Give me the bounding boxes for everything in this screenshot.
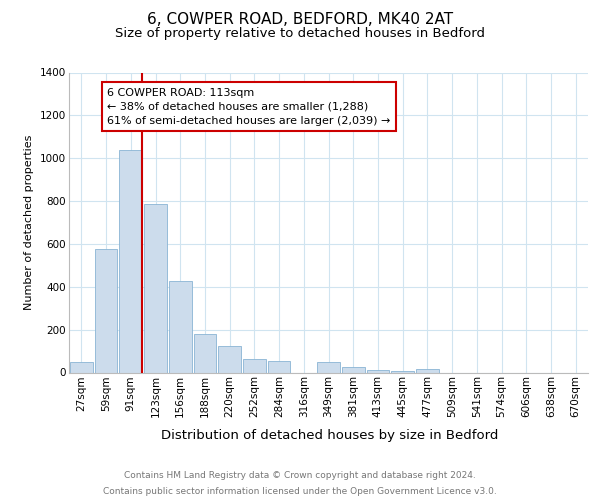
Bar <box>317 362 340 372</box>
Bar <box>268 360 290 372</box>
Bar <box>218 346 241 372</box>
Text: Distribution of detached houses by size in Bedford: Distribution of detached houses by size … <box>161 428 499 442</box>
Bar <box>194 334 216 372</box>
Bar <box>367 370 389 372</box>
Text: Contains HM Land Registry data © Crown copyright and database right 2024.: Contains HM Land Registry data © Crown c… <box>124 472 476 480</box>
Text: 6, COWPER ROAD, BEDFORD, MK40 2AT: 6, COWPER ROAD, BEDFORD, MK40 2AT <box>147 12 453 28</box>
Bar <box>243 358 266 372</box>
Y-axis label: Number of detached properties: Number of detached properties <box>25 135 34 310</box>
Text: 6 COWPER ROAD: 113sqm
← 38% of detached houses are smaller (1,288)
61% of semi-d: 6 COWPER ROAD: 113sqm ← 38% of detached … <box>107 88 391 126</box>
Bar <box>119 150 142 372</box>
Bar <box>169 282 191 372</box>
Bar <box>416 370 439 372</box>
Text: Size of property relative to detached houses in Bedford: Size of property relative to detached ho… <box>115 28 485 40</box>
Bar <box>144 204 167 372</box>
Bar <box>95 250 118 372</box>
Bar <box>342 367 365 372</box>
Bar <box>70 362 93 372</box>
Text: Contains public sector information licensed under the Open Government Licence v3: Contains public sector information licen… <box>103 486 497 496</box>
